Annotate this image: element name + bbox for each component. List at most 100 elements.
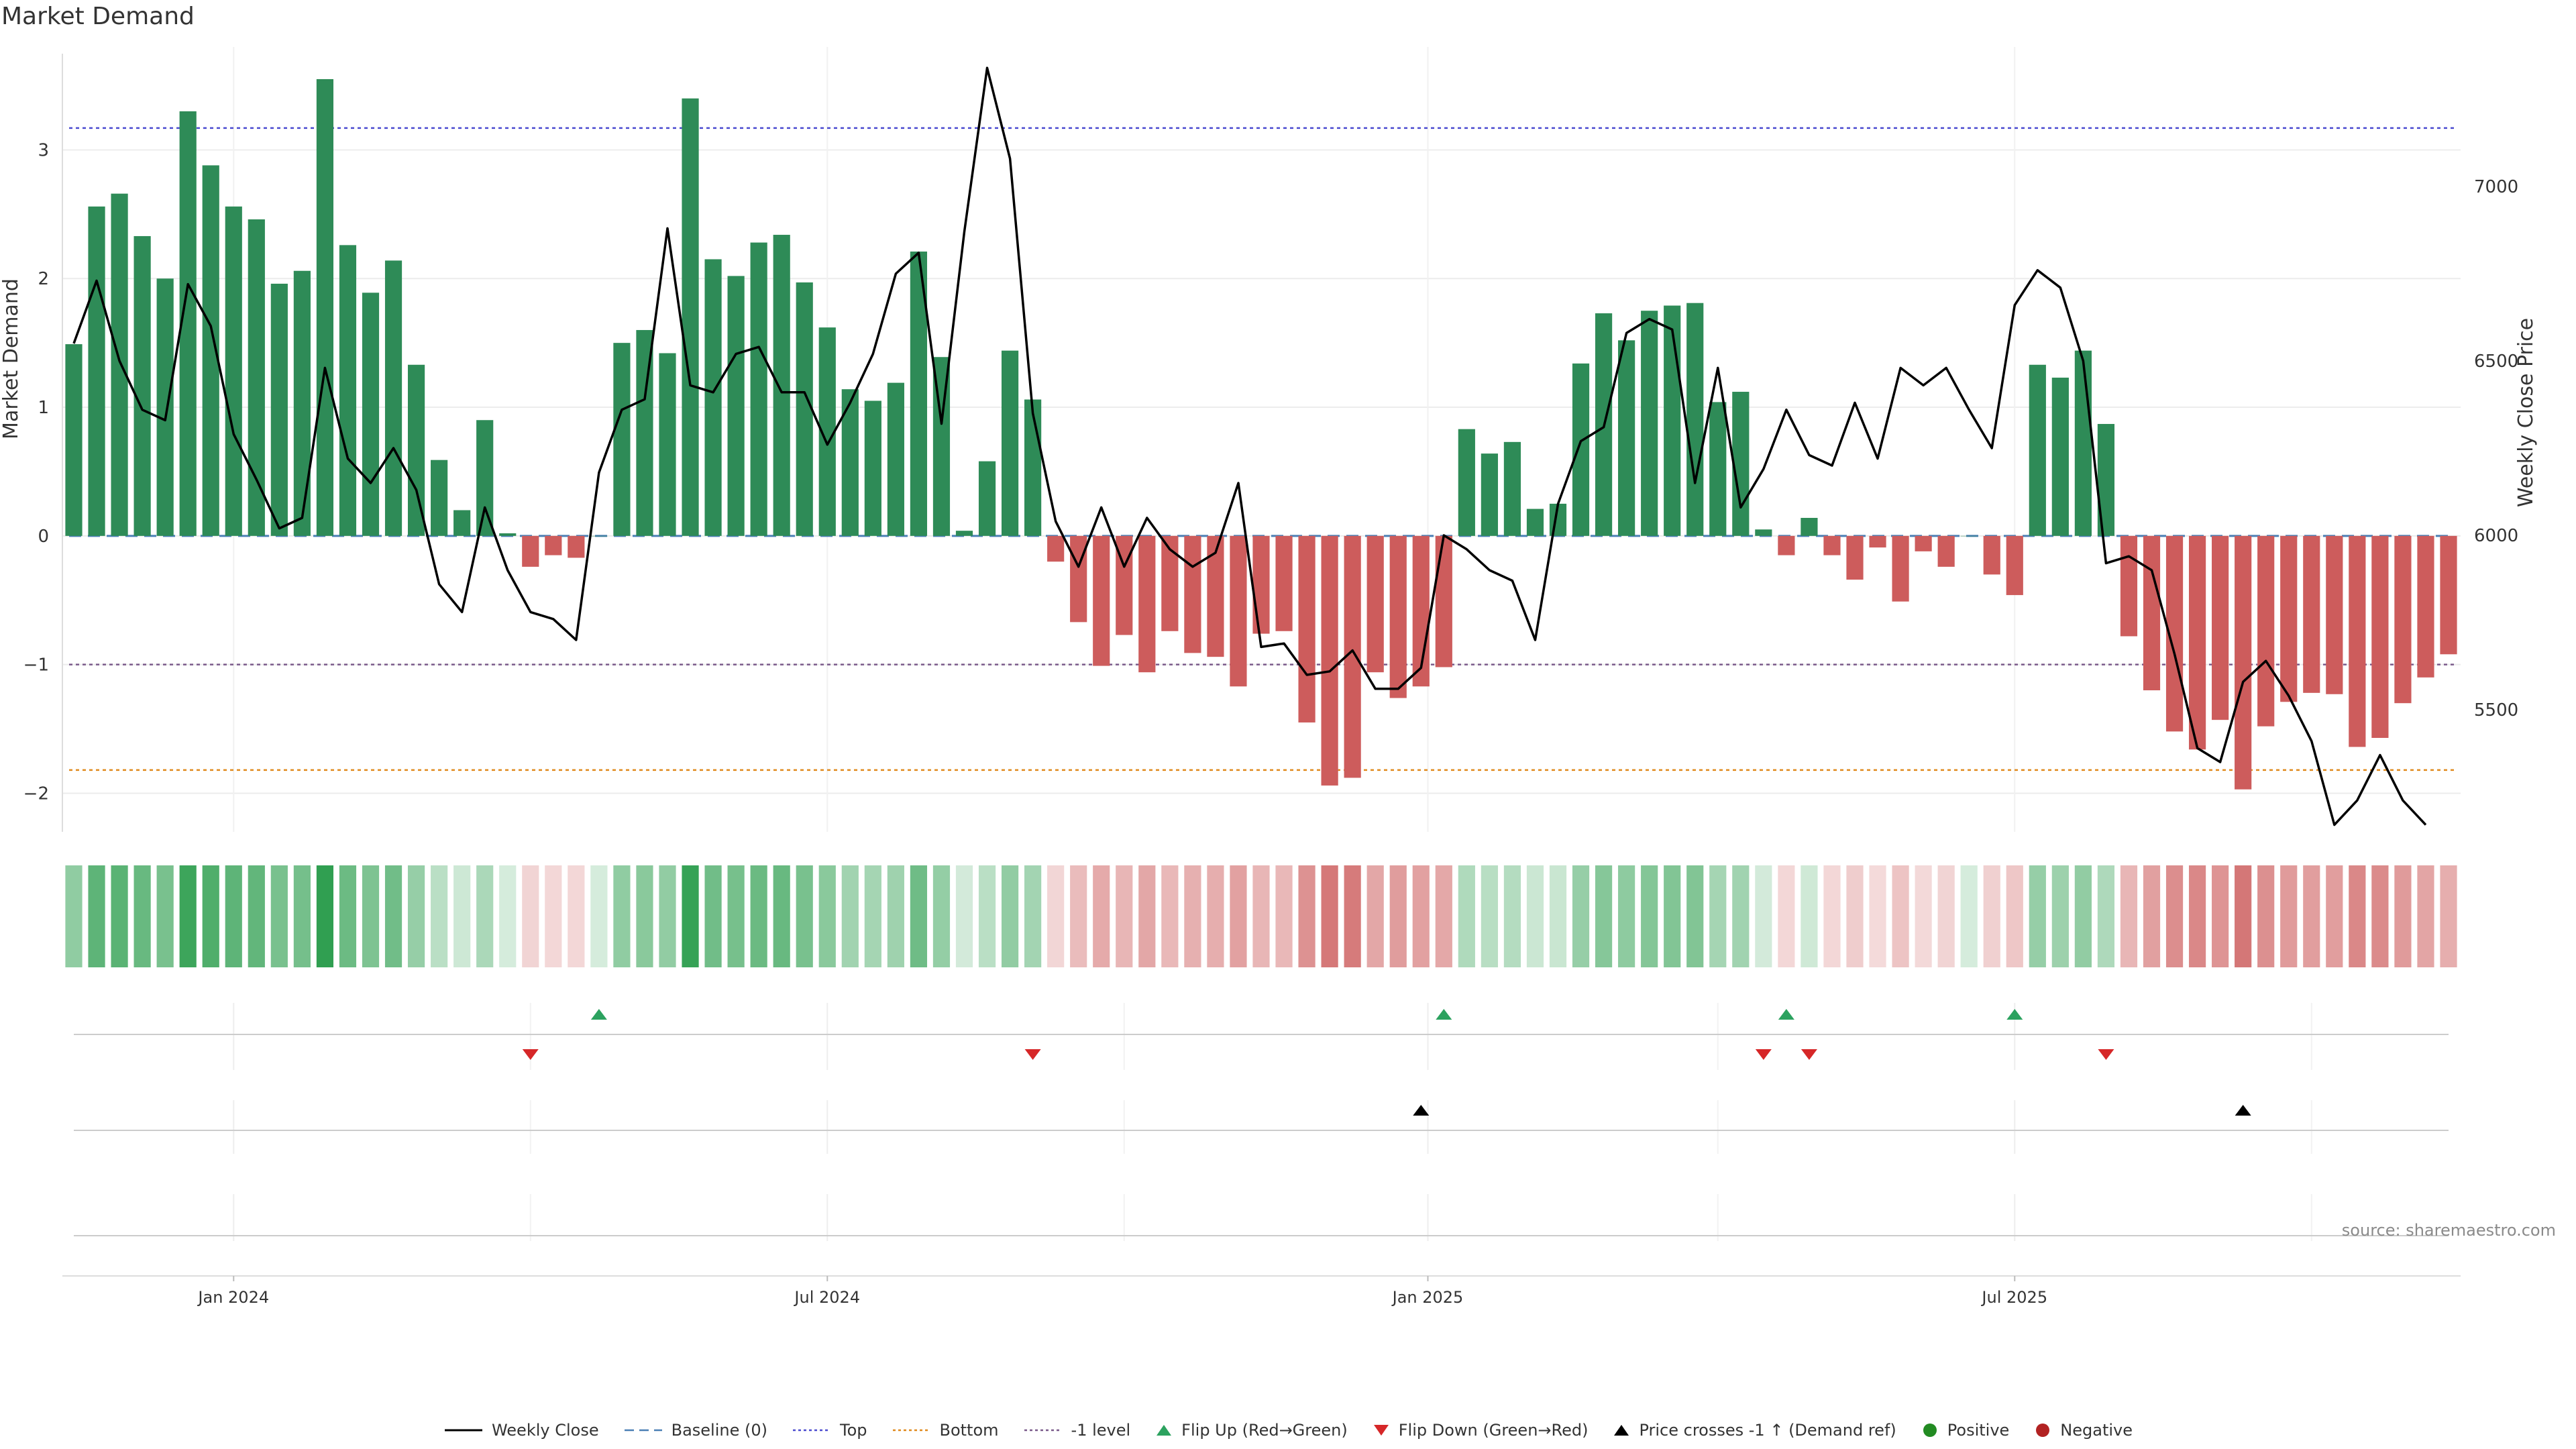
heat-cell <box>2188 865 2206 967</box>
demand-bar <box>316 78 334 536</box>
demand-bar <box>796 282 813 536</box>
demand-bar <box>1937 535 1955 567</box>
y-tick-label: −2 <box>23 784 49 804</box>
demand-bar <box>1275 535 1293 631</box>
heat-cell <box>704 865 722 967</box>
demand-bar <box>362 292 380 536</box>
heat-cell <box>156 865 174 967</box>
heat-cell <box>1869 865 1886 967</box>
flip-up-marker <box>1778 1009 1794 1020</box>
price-cross-marker <box>1413 1105 1430 1116</box>
demand-bar <box>1230 535 1247 687</box>
demand-bar <box>1481 453 1498 536</box>
demand-bar <box>1184 535 1201 653</box>
heat-cell <box>2257 865 2275 967</box>
legend-swatch <box>2036 1424 2050 1437</box>
demand-bar <box>1846 535 1864 580</box>
heat-cell <box>613 865 631 967</box>
heat-cell <box>179 865 197 967</box>
demand-bar <box>955 531 973 536</box>
demand-bar <box>2188 535 2206 750</box>
demand-bar <box>2143 535 2161 691</box>
heat-cell <box>1732 865 1750 967</box>
heat-cell <box>1024 865 1042 967</box>
heat-cell <box>1526 865 1544 967</box>
heat-cell <box>1618 865 1635 967</box>
y-axis-title: Market Demand <box>0 278 23 439</box>
heat-cell <box>2143 865 2161 967</box>
demand-bar <box>1572 363 1590 536</box>
demand-bar <box>2120 535 2138 637</box>
heat-cell <box>293 865 311 967</box>
heat-cell <box>864 865 881 967</box>
legend-label: Weekly Close <box>491 1421 599 1440</box>
demand-bar <box>2326 535 2343 694</box>
demand-bar <box>1024 399 1042 536</box>
heat-cell <box>65 865 83 967</box>
heat-cell <box>1184 865 1201 967</box>
heat-cell <box>2371 865 2389 967</box>
demand-bar <box>1138 535 1156 673</box>
demand-bar <box>2440 535 2457 655</box>
demand-bar <box>65 344 83 536</box>
y2-axis-title: Weekly Close Price <box>2514 318 2538 507</box>
heat-cell <box>1755 865 1772 967</box>
x-tick-label: Jan 2024 <box>197 1288 269 1307</box>
heat-cell <box>2074 865 2092 967</box>
heat-cell <box>1138 865 1156 967</box>
demand-bar <box>1526 508 1544 536</box>
y-tick-label: 0 <box>38 527 49 547</box>
demand-bar <box>2051 377 2069 536</box>
heat-cell <box>1915 865 1932 967</box>
demand-bar <box>2394 535 2412 704</box>
demand-bar <box>1618 340 1635 536</box>
heat-cell <box>910 865 928 967</box>
heat-cell <box>978 865 996 967</box>
heat-cell <box>590 865 608 967</box>
x-axis: Jan 2024 Jul 2024 Jan 2025 Jul 2025 <box>62 1275 2461 1307</box>
legend-label: -1 level <box>1071 1421 1131 1440</box>
legend-swatch <box>1157 1425 1172 1436</box>
demand-bar <box>2303 535 2320 693</box>
heat-cell <box>362 865 380 967</box>
legend-swatch <box>1923 1424 1937 1437</box>
flip-down-marker <box>522 1049 539 1060</box>
legend-swatch <box>892 1429 930 1432</box>
heat-cell <box>1070 865 1087 967</box>
heat-cell <box>1047 865 1065 967</box>
heat-cell <box>887 865 904 967</box>
legend-label: Positive <box>1947 1421 2010 1440</box>
heat-cell <box>1458 865 1475 967</box>
signal-panels <box>74 1003 2449 1241</box>
heat-cell <box>499 865 517 967</box>
heat-cell <box>2280 865 2298 967</box>
demand-bar <box>1801 518 1818 536</box>
heat-cell <box>1960 865 1978 967</box>
heat-cell <box>1892 865 1909 967</box>
legend-item: Positive <box>1921 1421 2010 1440</box>
demand-bar <box>2212 535 2229 720</box>
legend-swatch <box>1614 1425 1629 1436</box>
heat-cell <box>1709 865 1727 967</box>
demand-bar <box>1252 535 1270 634</box>
demand-bar <box>1983 535 2000 575</box>
heat-cell <box>2440 865 2457 967</box>
heat-cell <box>2417 865 2434 967</box>
heat-cell <box>202 865 219 967</box>
heat-cell <box>2394 865 2412 967</box>
demand-bar <box>887 382 904 536</box>
demand-bar <box>111 193 128 536</box>
legend-swatch <box>444 1429 482 1432</box>
demand-bar <box>590 535 608 537</box>
demand-bar <box>773 235 790 536</box>
demand-bar <box>1915 535 1932 551</box>
source-label: source: sharemaestro.com <box>2341 1221 2556 1240</box>
demand-bar <box>88 206 105 536</box>
flip-down-marker <box>1801 1049 1817 1060</box>
demand-bar <box>384 260 402 536</box>
heat-cell <box>1207 865 1224 967</box>
legend-item: Flip Down (Green→Red) <box>1372 1421 1588 1440</box>
y-tick-label: 1 <box>38 398 49 418</box>
flip-up-marker <box>2006 1009 2023 1020</box>
